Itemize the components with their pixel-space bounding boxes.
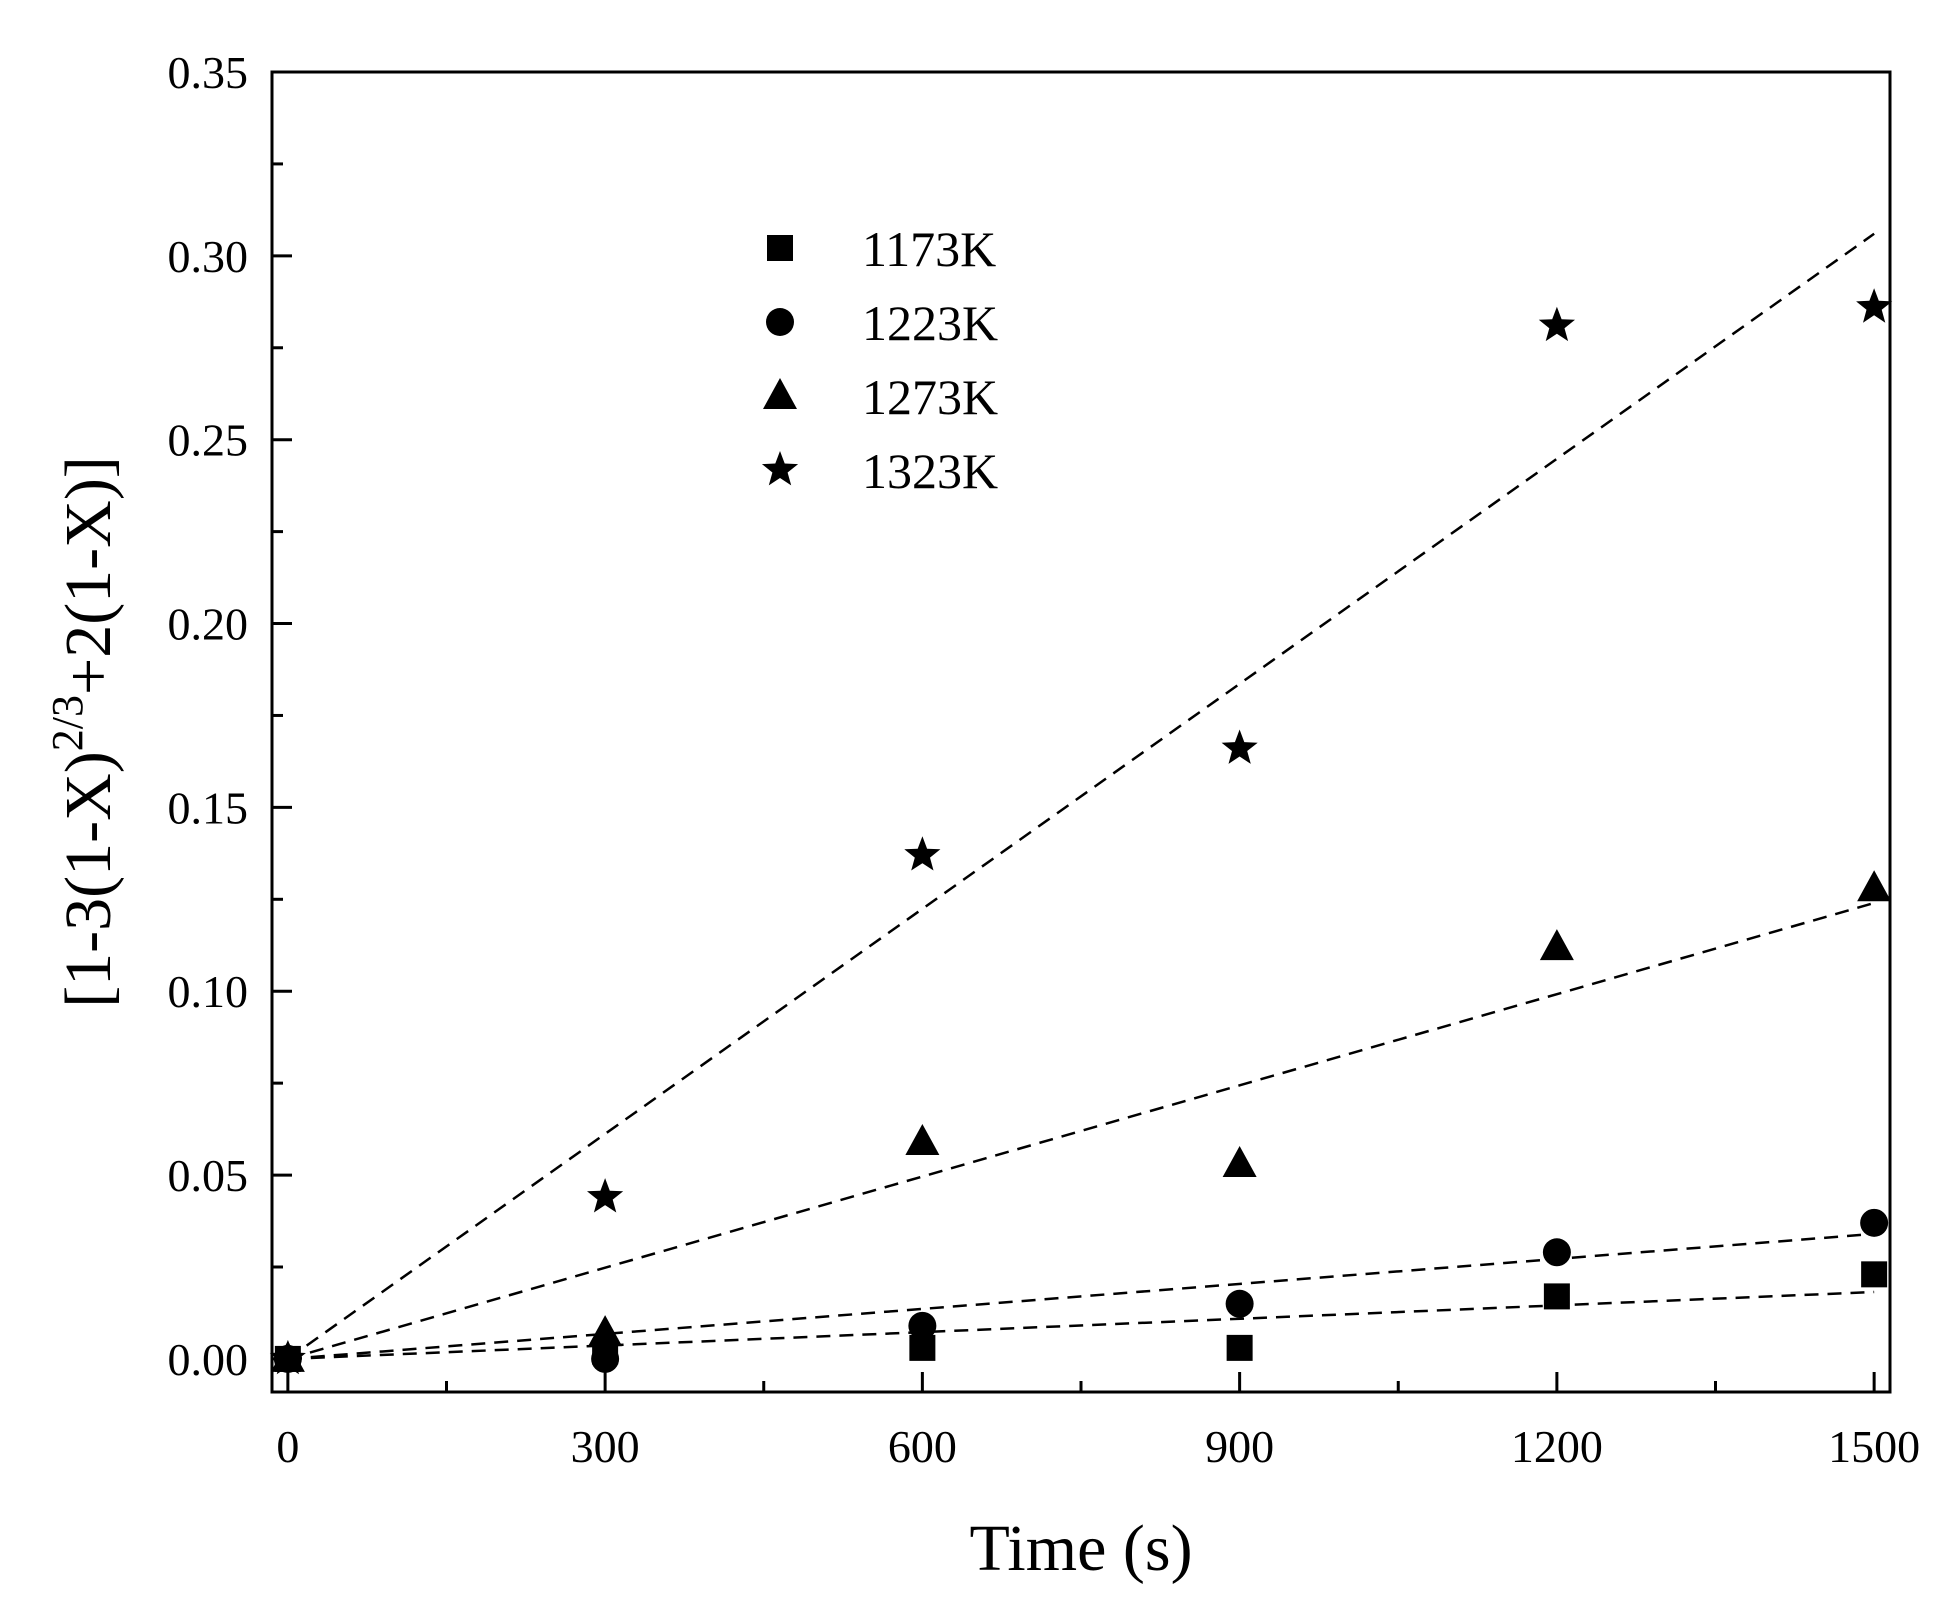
legend-label-1323K: 1323K — [862, 443, 998, 499]
x-tick-label: 300 — [571, 1421, 640, 1472]
legend-marker-1173K — [767, 235, 793, 261]
fit-line-1223K — [287, 1232, 1875, 1361]
data-point-1223K — [1542, 1238, 1571, 1267]
data-point-1273K — [1539, 929, 1574, 961]
fit-line-1323K — [287, 232, 1875, 1360]
y-tick-label: 0.25 — [168, 415, 249, 466]
y-tick-label: 0.35 — [168, 47, 249, 98]
data-point-1323K — [1538, 306, 1575, 342]
data-point-1273K — [1857, 870, 1892, 902]
y-tick-label: 0.10 — [168, 966, 249, 1017]
fit-line-1273K — [287, 901, 1875, 1361]
legend-marker-1223K — [766, 308, 794, 336]
x-tick-label: 600 — [888, 1421, 957, 1472]
fit-line-1173K — [287, 1290, 1875, 1361]
plot-frame — [270, 70, 1892, 1394]
y-axis-label-superscript: 2/3 — [43, 695, 92, 751]
data-point-1173K — [1543, 1283, 1570, 1310]
y-axis-label-rest: +2(1-X)] — [52, 456, 125, 695]
tick-labels: 0 300 600 900 1200 1500 0.00 0.05 0.10 0.15 0.20 0.… — [168, 47, 1921, 1472]
legend-marker-1323K — [761, 451, 799, 486]
axis-ticks — [272, 70, 1876, 1392]
y-tick-label: 0.05 — [168, 1150, 249, 1201]
data-point-1273K — [905, 1123, 940, 1155]
y-axis-label: [1-3(1-X)2/3+2(1-X)] — [43, 456, 125, 1008]
data-point-1223K — [1860, 1208, 1889, 1237]
data-point-1223K — [908, 1311, 937, 1340]
data-point-1273K — [588, 1315, 623, 1347]
x-axis-label: Time (s) — [969, 1512, 1192, 1585]
data-point-1173K — [1861, 1261, 1888, 1288]
data-point-1323K — [1221, 729, 1258, 764]
legend-label-1173K: 1173K — [862, 221, 996, 277]
y-axis-label-base: [1-3(1-X) — [52, 751, 125, 1008]
legend-marker-1273K — [763, 378, 797, 409]
data-point-1323K — [904, 836, 941, 871]
y-tick-label: 0.00 — [168, 1334, 249, 1385]
data-point-1323K — [269, 1339, 306, 1375]
legend-label-1223K: 1223K — [862, 295, 998, 351]
data-point-1273K — [1222, 1146, 1257, 1178]
data-point-1323K — [587, 1178, 624, 1213]
data-point-1173K — [1226, 1334, 1253, 1361]
y-tick-label: 0.20 — [168, 599, 249, 650]
data-points — [269, 288, 1893, 1375]
x-tick-label: 1200 — [1511, 1421, 1603, 1472]
y-tick-label: 0.30 — [168, 231, 249, 282]
legend: 1173K 1223K 1273K 1323K — [761, 221, 998, 499]
x-tick-label: 900 — [1205, 1421, 1274, 1472]
data-point-1223K — [591, 1344, 620, 1373]
x-tick-label: 1500 — [1828, 1421, 1920, 1472]
data-point-1223K — [1225, 1289, 1254, 1318]
y-tick-label: 0.15 — [168, 782, 249, 833]
fit-lines — [287, 232, 1875, 1361]
legend-label-1273K: 1273K — [862, 369, 998, 425]
data-point-1323K — [1856, 288, 1893, 323]
x-tick-label: 0 — [276, 1421, 299, 1472]
